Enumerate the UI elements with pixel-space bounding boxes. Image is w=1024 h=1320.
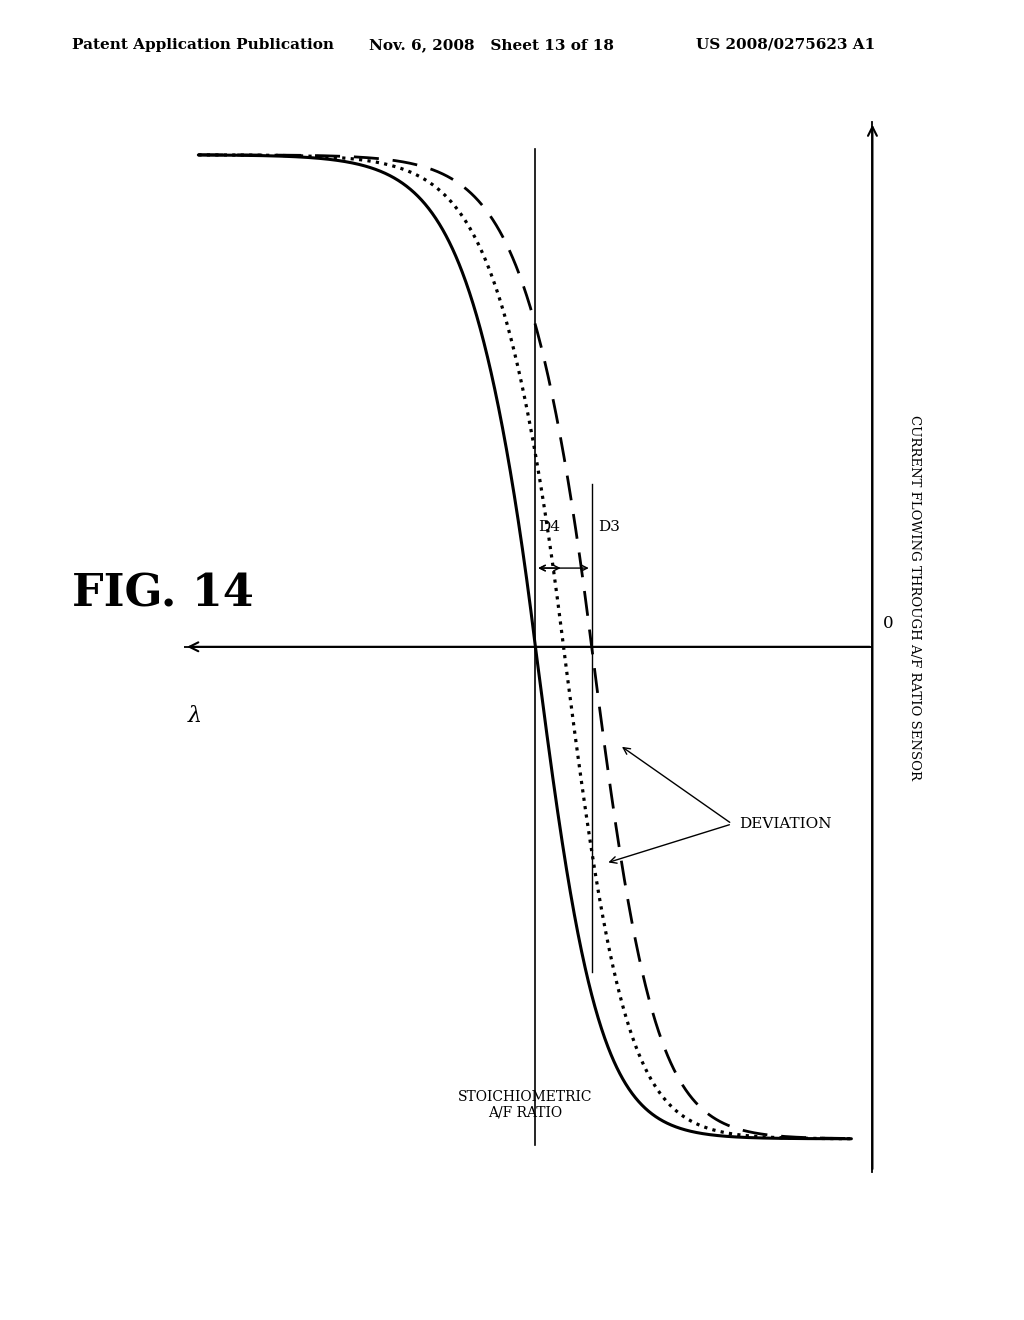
- Text: Nov. 6, 2008   Sheet 13 of 18: Nov. 6, 2008 Sheet 13 of 18: [369, 38, 613, 51]
- Text: STOICHIOMETRIC
A/F RATIO: STOICHIOMETRIC A/F RATIO: [458, 1089, 592, 1119]
- Text: DEVIATION: DEVIATION: [739, 817, 831, 830]
- Text: CURRENT FLOWING THROUGH A/F RATIO SENSOR: CURRENT FLOWING THROUGH A/F RATIO SENSOR: [907, 414, 921, 780]
- Text: λ: λ: [187, 705, 202, 727]
- Text: D4: D4: [539, 520, 560, 533]
- Text: Patent Application Publication: Patent Application Publication: [72, 38, 334, 51]
- Text: D3: D3: [598, 520, 621, 533]
- Text: 0: 0: [883, 615, 894, 632]
- Text: US 2008/0275623 A1: US 2008/0275623 A1: [696, 38, 876, 51]
- Text: FIG. 14: FIG. 14: [72, 573, 254, 615]
